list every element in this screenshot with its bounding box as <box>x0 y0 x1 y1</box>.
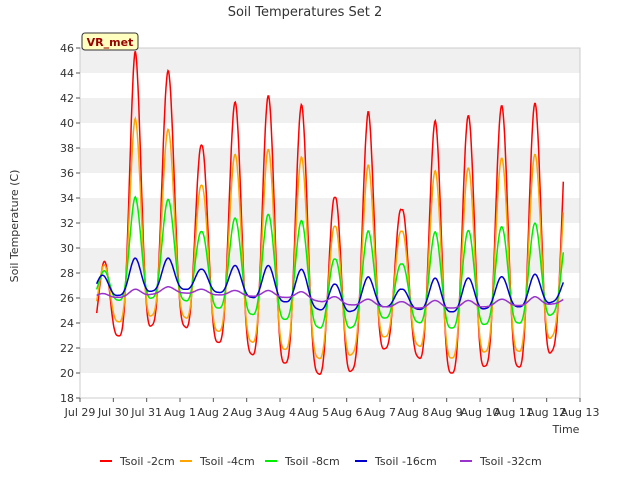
y-tick-label: 22 <box>60 342 74 355</box>
site-label-box: VR_met <box>81 32 139 51</box>
y-axis-label: Soil Temperature (C) <box>8 170 21 283</box>
grid-bands <box>80 48 580 373</box>
legend-label: Tsoil -4cm <box>199 455 255 468</box>
y-tick-label: 42 <box>60 92 74 105</box>
x-axis-label: Time <box>552 423 580 436</box>
legend-label: Tsoil -32cm <box>479 455 542 468</box>
legend-label: Tsoil -16cm <box>374 455 437 468</box>
y-tick-label: 40 <box>60 117 74 130</box>
x-tick-label: Jul 29 <box>64 406 96 419</box>
legend-label: Tsoil -8cm <box>284 455 340 468</box>
y-tick-label: 24 <box>60 317 74 330</box>
x-tick-label: Aug 6 <box>331 406 363 419</box>
legend-item: Tsoil -4cm <box>180 455 255 468</box>
x-tick-label: Aug 8 <box>397 406 429 419</box>
legend-item: Tsoil -8cm <box>265 455 340 468</box>
y-tick-label: 38 <box>60 142 74 155</box>
x-tick-label: Aug 4 <box>264 406 296 419</box>
site-label: VR_met <box>87 36 134 49</box>
series-line-tsoil-8cm <box>95 195 565 329</box>
x-tick-label: Aug 1 <box>164 406 196 419</box>
y-tick-label: 36 <box>60 167 74 180</box>
y-tick-label: 18 <box>60 392 74 405</box>
grid-band <box>80 48 580 73</box>
y-tick-label: 28 <box>60 267 74 280</box>
series-line-tsoil-2cm <box>95 50 565 375</box>
y-tick-label: 46 <box>60 42 74 55</box>
y-tick-label: 34 <box>60 192 74 205</box>
y-tick-label: 20 <box>60 367 74 380</box>
series-layer <box>95 50 565 375</box>
y-axis: 18 20 22 24 26 28 30 32 34 36 38 40 42 44 46 <box>60 42 80 405</box>
legend-item: Tsoil -2cm <box>100 455 175 468</box>
x-tick-label: Aug 3 <box>231 406 263 419</box>
x-tick-label: Aug 9 <box>431 406 463 419</box>
x-tick-label: Aug 10 <box>461 406 500 419</box>
x-tick-label: Aug 5 <box>297 406 329 419</box>
legend: Tsoil -2cm Tsoil -4cm Tsoil -8cm Tsoil -16c… <box>100 455 542 468</box>
x-tick-label: Aug 7 <box>364 406 396 419</box>
y-tick-label: 32 <box>60 217 74 230</box>
y-tick-label: 44 <box>60 67 74 80</box>
y-tick-label: 26 <box>60 292 74 305</box>
x-tick-label: Aug 11 <box>494 406 533 419</box>
grid-band <box>80 198 580 223</box>
series-line-tsoil-32cm <box>96 286 564 309</box>
legend-item: Tsoil -16cm <box>355 455 437 468</box>
legend-item: Tsoil -32cm <box>460 455 542 468</box>
x-axis: Jul 29 Jul 30 Jul 31 Aug 1 Aug 2 Aug 3 Aug 4 Au… <box>64 398 600 419</box>
x-tick-label: Jul 31 <box>130 406 162 419</box>
grid-band <box>80 348 580 373</box>
x-tick-label: Aug 12 <box>527 406 566 419</box>
x-tick-label: Aug 2 <box>197 406 229 419</box>
grid-band <box>80 98 580 123</box>
series-line-tsoil-4cm <box>95 115 565 360</box>
series-line-tsoil-16cm <box>95 257 565 313</box>
y-tick-label: 30 <box>60 242 74 255</box>
legend-label: Tsoil -2cm <box>119 455 175 468</box>
x-tick-label: Jul 30 <box>97 406 129 419</box>
chart-title: Soil Temperatures Set 2 <box>228 5 383 20</box>
x-tick-label: Aug 13 <box>561 406 600 419</box>
